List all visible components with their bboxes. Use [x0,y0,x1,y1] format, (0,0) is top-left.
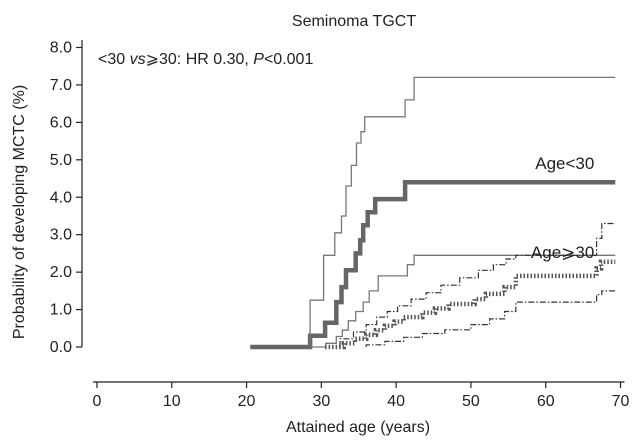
y-tick-label: 6.0 [50,114,72,131]
x-tick-label: 70 [612,393,630,410]
x-tick-label: 40 [387,393,405,410]
y-tick-label: 4.0 [50,189,72,206]
series-label-age-under-30: Age<30 [535,154,594,173]
annotation-suffix: <0.001 [264,51,313,68]
annotation-p: P [253,51,264,68]
series-layer [250,76,616,350]
x-tick-label: 20 [238,393,256,410]
x-tick-label: 30 [312,393,330,410]
y-axis-label: Probability of developing MCTC (%) [11,85,28,339]
series-age-30-lower [365,290,616,347]
x-tick-label: 60 [537,393,555,410]
series-age-30-upper [309,76,616,347]
y-tick-label: 5.0 [50,152,72,169]
chart-title: Seminoma TGCT [292,13,416,30]
y-tick-label: 1.0 [50,302,72,319]
series-labels: Age<30 Age⩾30 [531,154,594,262]
x-axis-label: Attained age (years) [286,419,430,436]
y-tick-label: 2.0 [50,264,72,281]
series-label-age-30-and-over: Age⩾30 [531,243,594,262]
series-age-30-lower [310,254,616,348]
annotation-middle: ⩾30: HR 0.30, [146,51,254,68]
y-tick-label: 8.0 [50,39,72,56]
y-tick-label: 0.0 [50,339,72,356]
y-tick-label: 3.0 [50,227,72,244]
annotation-prefix: <30 [98,51,130,68]
series-age-30 [250,180,616,350]
x-tick-label: 10 [163,393,181,410]
x-tick-label: 0 [93,393,102,410]
x-tick-label: 50 [462,393,480,410]
axes: 0.0 1.0 2.0 3.0 4.0 5.0 6.0 7.0 8.0 0 10 20 30 40 50 60… [50,39,630,410]
annotation-vs: vs [130,51,146,68]
series-age-30 [325,259,616,350]
hazard-ratio-annotation: <30 vs⩾30: HR 0.30, P<0.001 [98,51,313,68]
series-age-30-upper [339,222,616,347]
y-tick-label: 7.0 [50,77,72,94]
